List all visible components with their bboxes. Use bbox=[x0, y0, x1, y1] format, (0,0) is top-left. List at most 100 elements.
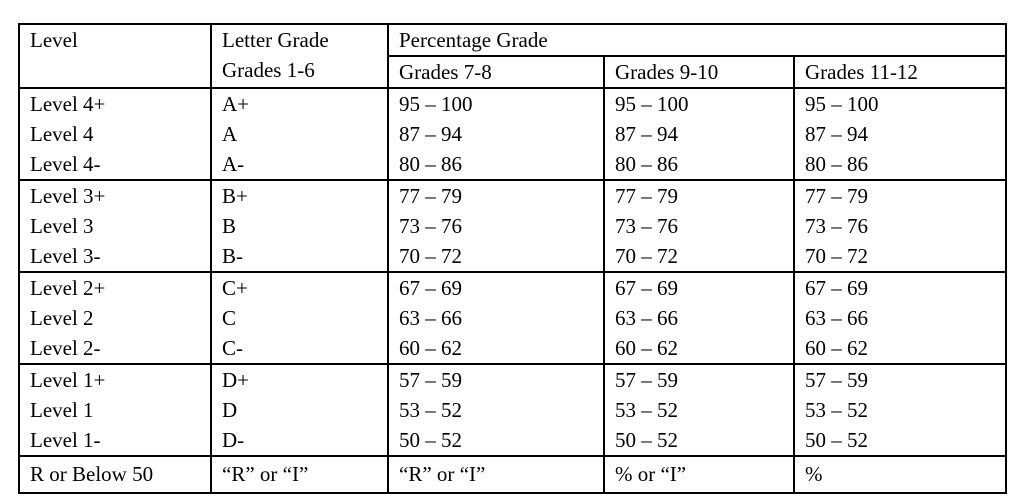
header-grades-11-12-label: Grades 11-12 bbox=[805, 60, 918, 84]
percentage-range-line: 57 – 59 bbox=[805, 368, 868, 392]
grades-9-10-cell: 95 – 100 87 – 94 80 – 86 bbox=[603, 87, 795, 181]
percentage-range-line: 73 – 76 bbox=[399, 214, 462, 238]
letter-grade-line: C+ bbox=[222, 276, 248, 300]
table-row-level-4: Level 4+ Level 4 Level 4- A+ A A- 95 – 1… bbox=[18, 87, 1008, 181]
percentage-range-line: 73 – 76 bbox=[805, 214, 868, 238]
level-line: Level 4- bbox=[30, 152, 101, 176]
table-row-level-1: Level 1+ Level 1 Level 1- D+ D D- 57 – 5… bbox=[18, 363, 1008, 457]
letter-grade-line: A+ bbox=[222, 92, 250, 116]
level-line: Level 2 bbox=[30, 306, 94, 330]
grades-9-10-cell: 57 – 59 53 – 52 50 – 52 bbox=[603, 363, 795, 457]
percentage-range-line: 53 – 52 bbox=[805, 398, 868, 422]
percentage-range-line: 63 – 66 bbox=[399, 306, 462, 330]
percentage-range-line: 60 – 62 bbox=[805, 336, 868, 360]
letter-grade-line: B- bbox=[222, 244, 243, 268]
letter-grade-cell: D+ D D- bbox=[210, 363, 389, 457]
percentage-range-line: 95 – 100 bbox=[805, 92, 879, 116]
letter-grade-cell: “R” or “I” bbox=[210, 455, 389, 494]
level-cell: Level 4+ Level 4 Level 4- bbox=[18, 87, 212, 181]
letter-grade-cell: B+ B B- bbox=[210, 179, 389, 273]
percentage-range-line: 60 – 62 bbox=[399, 336, 462, 360]
percentage-range-line: 67 – 69 bbox=[805, 276, 868, 300]
percentage-range-line: 53 – 52 bbox=[615, 398, 678, 422]
grades-11-12-cell: 95 – 100 87 – 94 80 – 86 bbox=[792, 87, 1008, 181]
letter-grade-line: D+ bbox=[222, 368, 250, 392]
header-letter-grade-label: Letter Grade bbox=[222, 28, 329, 52]
grading-scale-table: Level Letter Grade Grades 1-6 Percentage… bbox=[18, 23, 1008, 494]
percentage-range-line: 80 – 86 bbox=[399, 152, 462, 176]
header-percentage-grade-label: Percentage Grade bbox=[399, 28, 548, 52]
percentage-range-line: 63 – 66 bbox=[615, 306, 678, 330]
grades-9-10-cell: % or “I” bbox=[603, 455, 795, 494]
percentage-range-line: 70 – 72 bbox=[805, 244, 868, 268]
letter-grade-line: D bbox=[222, 398, 238, 422]
grades-7-8-cell: 57 – 59 53 – 52 50 – 52 bbox=[387, 363, 605, 457]
percentage-range-line: 53 – 52 bbox=[399, 398, 462, 422]
grades-7-8-cell: 67 – 69 63 – 66 60 – 62 bbox=[387, 271, 605, 365]
percentage-range-line: 80 – 86 bbox=[805, 152, 868, 176]
level-line: Level 1 bbox=[30, 398, 94, 422]
level-line: Level 4+ bbox=[30, 92, 106, 116]
level-line: Level 3 bbox=[30, 214, 94, 238]
percentage-range-line: 50 – 52 bbox=[615, 428, 678, 452]
level-line: Level 2- bbox=[30, 336, 101, 360]
level-line: Level 3+ bbox=[30, 184, 106, 208]
level-cell: Level 1+ Level 1 Level 1- bbox=[18, 363, 212, 457]
level-cell: Level 3+ Level 3 Level 3- bbox=[18, 179, 212, 273]
header-percentage-grade-cell: Percentage Grade bbox=[386, 23, 1008, 57]
grades-7-8-cell: 77 – 79 73 – 76 70 – 72 bbox=[387, 179, 605, 273]
percentage-range-line: 77 – 79 bbox=[615, 184, 678, 208]
table-row-r-or-below: R or Below 50 “R” or “I” “R” or “I” % or… bbox=[18, 455, 1008, 494]
header-letter-grade-sublabel: Grades 1-6 bbox=[222, 58, 315, 82]
header-row-2: Grades 7-8 Grades 9-10 Grades 11-12 bbox=[19, 55, 1008, 89]
percent-or-i-value: % or “I” bbox=[615, 462, 687, 486]
percentage-range-line: 87 – 94 bbox=[399, 122, 462, 146]
percentage-range-line: 70 – 72 bbox=[399, 244, 462, 268]
header-row-1: Level Letter Grade Grades 1-6 Percentage… bbox=[18, 23, 1008, 89]
letter-grade-line: A- bbox=[222, 152, 245, 176]
percentage-range-line: 50 – 52 bbox=[399, 428, 462, 452]
percentage-range-line: 67 – 69 bbox=[399, 276, 462, 300]
level-line: Level 3- bbox=[30, 244, 101, 268]
level-line: Level 1- bbox=[30, 428, 101, 452]
percentage-range-line: 70 – 72 bbox=[615, 244, 678, 268]
header-letter-grade-cell: Letter Grade Grades 1-6 bbox=[210, 23, 389, 89]
percentage-range-line: 87 – 94 bbox=[615, 122, 678, 146]
level-line: Level 4 bbox=[30, 122, 94, 146]
header-level-label: Level bbox=[30, 28, 78, 52]
header-grades-9-10-cell: Grades 9-10 bbox=[603, 55, 795, 89]
percentage-range-line: 77 – 79 bbox=[805, 184, 868, 208]
header-grades-9-10-label: Grades 9-10 bbox=[615, 60, 719, 84]
letter-grade-line: A bbox=[222, 122, 238, 146]
percentage-range-line: 80 – 86 bbox=[615, 152, 678, 176]
level-cell: Level 2+ Level 2 Level 2- bbox=[18, 271, 212, 365]
letter-grade-line: D- bbox=[222, 428, 245, 452]
grades-11-12-cell: 77 – 79 73 – 76 70 – 72 bbox=[792, 179, 1008, 273]
letter-grade-line: B+ bbox=[222, 184, 248, 208]
header-grades-7-8-label: Grades 7-8 bbox=[399, 60, 492, 84]
percentage-range-line: 95 – 100 bbox=[615, 92, 689, 116]
percentage-range-line: 87 – 94 bbox=[805, 122, 868, 146]
r-or-below-label: R or Below 50 bbox=[30, 462, 154, 486]
letter-grade-line: C bbox=[222, 306, 237, 330]
percent-value: % bbox=[805, 462, 823, 486]
percentage-range-line: 50 – 52 bbox=[805, 428, 868, 452]
percentage-range-line: 73 – 76 bbox=[615, 214, 678, 238]
percentage-range-line: 63 – 66 bbox=[805, 306, 868, 330]
level-line: Level 2+ bbox=[30, 276, 106, 300]
percentage-range-line: 57 – 59 bbox=[615, 368, 678, 392]
level-line: Level 1+ bbox=[30, 368, 106, 392]
percentage-range-line: 95 – 100 bbox=[399, 92, 473, 116]
table-row-level-2: Level 2+ Level 2 Level 2- C+ C C- 67 – 6… bbox=[18, 271, 1008, 365]
letter-grade-cell: A+ A A- bbox=[210, 87, 389, 181]
grades-11-12-cell: % bbox=[792, 455, 1008, 494]
grades-11-12-cell: 67 – 69 63 – 66 60 – 62 bbox=[792, 271, 1008, 365]
grades-9-10-cell: 77 – 79 73 – 76 70 – 72 bbox=[603, 179, 795, 273]
letter-grade-line: C- bbox=[222, 336, 243, 360]
grades-11-12-cell: 57 – 59 53 – 52 50 – 52 bbox=[792, 363, 1008, 457]
percentage-range-line: 60 – 62 bbox=[615, 336, 678, 360]
level-cell: R or Below 50 bbox=[18, 455, 212, 494]
grades-7-8-cell: 95 – 100 87 – 94 80 – 86 bbox=[387, 87, 605, 181]
header-grades-11-12-cell: Grades 11-12 bbox=[792, 55, 1008, 89]
r-or-i-value: “R” or “I” bbox=[222, 462, 309, 486]
